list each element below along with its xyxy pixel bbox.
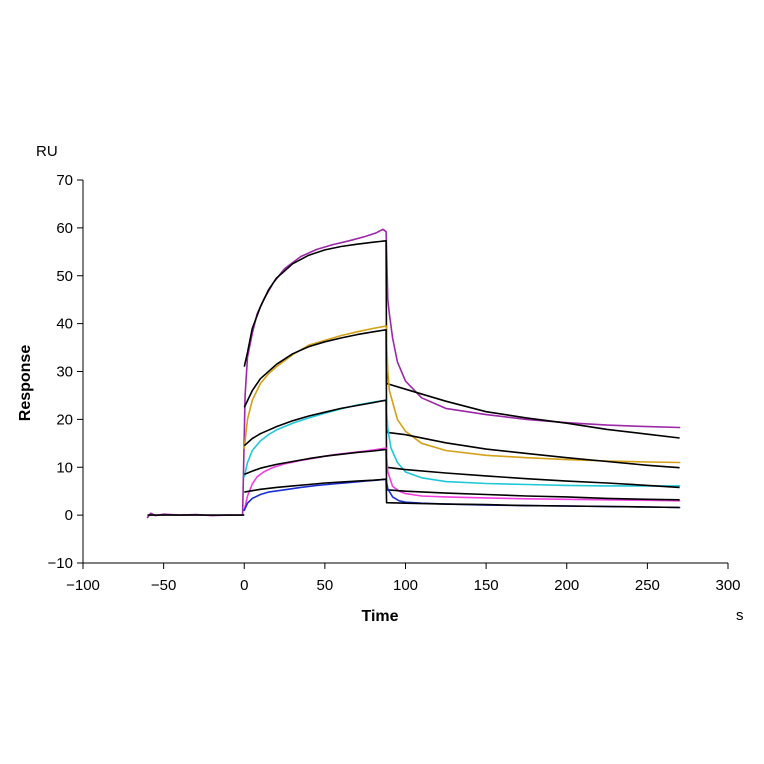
x-tick-label: 300 — [715, 577, 740, 594]
fit-line-7 — [243, 448, 680, 501]
response-curve-2 — [243, 325, 681, 464]
fit-line-9 — [244, 478, 680, 509]
x-tick-label: 0 — [240, 577, 248, 594]
fit-line-3 — [243, 329, 680, 469]
fit-line-5 — [243, 399, 680, 489]
fit-line-1 — [243, 240, 680, 439]
x-tick-label: 200 — [554, 577, 579, 594]
x-tick-label: 150 — [474, 577, 499, 594]
response-curve-4 — [243, 399, 681, 487]
y-tick-label: 0 — [65, 507, 73, 524]
x-axis-title: Time — [361, 608, 398, 625]
y-tick-label: 30 — [56, 364, 73, 381]
y-tick-label: −10 — [48, 555, 73, 572]
y-tick-label: 60 — [56, 220, 73, 237]
x-tick-label: 250 — [635, 577, 660, 594]
y-tick-label: 40 — [56, 316, 73, 333]
response-curve-6 — [243, 447, 681, 512]
y-tick-label: 70 — [56, 172, 73, 189]
plot-area — [146, 228, 681, 519]
x-tick-label: −100 — [66, 577, 100, 594]
x-tick-label: 50 — [317, 577, 334, 594]
x-tick-label: −50 — [151, 577, 176, 594]
x-unit-label: s — [736, 607, 744, 624]
y-tick-label: 50 — [56, 268, 73, 285]
y-axis-title: Response — [17, 345, 34, 422]
y-tick-label: 10 — [56, 459, 73, 476]
y-tick-label: 20 — [56, 411, 73, 428]
y-unit-label: RU — [36, 143, 58, 160]
x-tick-label: 100 — [393, 577, 418, 594]
